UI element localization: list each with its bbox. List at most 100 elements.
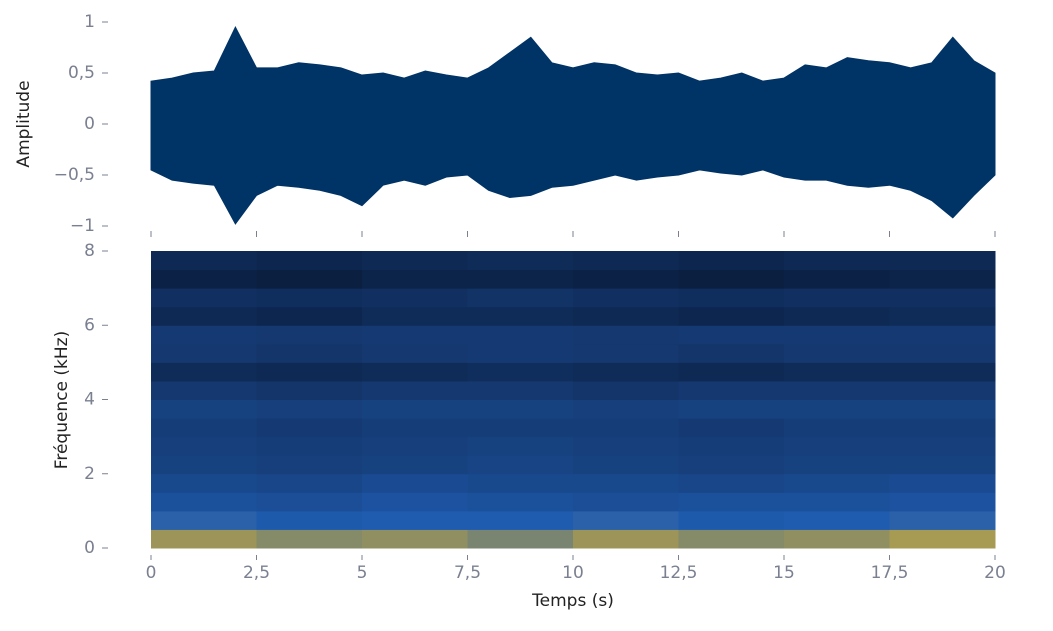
heatmap-cell bbox=[889, 288, 996, 308]
heatmap-cell bbox=[784, 529, 890, 549]
heatmap-cell bbox=[256, 418, 363, 438]
heatmap-cell bbox=[678, 510, 785, 530]
heatmap-cell bbox=[151, 473, 257, 493]
heatmap-cell bbox=[362, 473, 468, 493]
x-tick-label: 20 bbox=[984, 563, 1006, 583]
heatmap-cell bbox=[784, 325, 890, 345]
heatmap-cell bbox=[467, 492, 574, 512]
heatmap-cell bbox=[256, 325, 363, 345]
heatmap-cell bbox=[678, 269, 785, 289]
heatmap-cell bbox=[151, 399, 257, 419]
heatmap-cell bbox=[889, 251, 996, 271]
heatmap-cell bbox=[889, 325, 996, 345]
heatmap-cell bbox=[784, 306, 890, 326]
heatmap-cell bbox=[573, 362, 679, 382]
heatmap-cell bbox=[151, 269, 257, 289]
heatmap-cell bbox=[573, 306, 679, 326]
heatmap-cell bbox=[256, 288, 363, 308]
heatmap-cell bbox=[151, 510, 257, 530]
x-tick-label: 2,5 bbox=[243, 563, 270, 583]
heatmap-cell bbox=[467, 418, 574, 438]
heatmap-cell bbox=[362, 510, 468, 530]
heatmap-cell bbox=[573, 492, 679, 512]
heatmap-cell bbox=[573, 510, 679, 530]
heatmap-cell bbox=[256, 510, 363, 530]
heatmap-cell bbox=[784, 251, 890, 271]
heatmap-cell bbox=[467, 362, 574, 382]
heatmap-cell bbox=[362, 436, 468, 456]
heatmap-cell bbox=[362, 455, 468, 475]
heatmap-cell bbox=[151, 306, 257, 326]
heatmap-cell bbox=[256, 436, 363, 456]
heatmap-cell bbox=[889, 510, 996, 530]
heatmap-cell bbox=[362, 399, 468, 419]
heatmap-cell bbox=[573, 269, 679, 289]
heatmap-cell bbox=[573, 251, 679, 271]
heatmap-cell bbox=[467, 269, 574, 289]
heatmap-cell bbox=[889, 529, 996, 549]
heatmap-cell bbox=[151, 325, 257, 345]
heatmap-cell bbox=[573, 343, 679, 363]
heatmap-cell bbox=[889, 455, 996, 475]
x-tick-label: 5 bbox=[357, 563, 368, 583]
heatmap-cell bbox=[573, 288, 679, 308]
heatmap-cell bbox=[573, 455, 679, 475]
heatmap-cell bbox=[889, 380, 996, 400]
x-tick-label: 10 bbox=[562, 563, 584, 583]
heatmap-cell bbox=[784, 343, 890, 363]
heatmap-cell bbox=[678, 343, 785, 363]
heatmap-cell bbox=[151, 251, 257, 271]
heatmap-cell bbox=[151, 380, 257, 400]
heatmap-cell bbox=[256, 529, 363, 549]
heatmap-cell bbox=[467, 436, 574, 456]
x-tick-label: 15 bbox=[773, 563, 795, 583]
x-tick-label: 0 bbox=[146, 563, 157, 583]
heatmap-cell bbox=[889, 269, 996, 289]
y-tick-label: 0,5 bbox=[68, 63, 95, 83]
y-tick-label: −0,5 bbox=[54, 165, 95, 185]
y-tick-label: 1 bbox=[84, 12, 95, 32]
heatmap-cell bbox=[678, 325, 785, 345]
heatmap-cell bbox=[467, 380, 574, 400]
heatmap-cell bbox=[678, 362, 785, 382]
heatmap-cell bbox=[573, 325, 679, 345]
heatmap-cell bbox=[362, 325, 468, 345]
heatmap-cell bbox=[467, 399, 574, 419]
heatmap-cell bbox=[362, 418, 468, 438]
heatmap-cell bbox=[151, 529, 257, 549]
heatmap-cell bbox=[256, 455, 363, 475]
heatmap-cell bbox=[889, 306, 996, 326]
heatmap-cell bbox=[362, 251, 468, 271]
heatmap-cell bbox=[784, 399, 890, 419]
heatmap-cell bbox=[784, 492, 890, 512]
heatmap-cell bbox=[573, 380, 679, 400]
heatmap-cell bbox=[678, 436, 785, 456]
heatmap-cell bbox=[889, 492, 996, 512]
heatmap-cell bbox=[256, 343, 363, 363]
heatmap-cell bbox=[151, 492, 257, 512]
heatmap-cell bbox=[573, 473, 679, 493]
heatmap-cell bbox=[256, 269, 363, 289]
waveform-envelope bbox=[150, 25, 996, 125]
y-tick-label: 4 bbox=[84, 390, 95, 410]
y-tick-label: 6 bbox=[84, 315, 95, 335]
y-tick-label: 0 bbox=[84, 114, 95, 134]
x-axis-label: Temps (s) bbox=[531, 591, 614, 611]
heatmap-cell bbox=[573, 529, 679, 549]
heatmap-cell bbox=[256, 362, 363, 382]
heatmap-cell bbox=[889, 473, 996, 493]
heatmap-cell bbox=[362, 529, 468, 549]
heatmap-cell bbox=[889, 362, 996, 382]
heatmap-cell bbox=[256, 380, 363, 400]
heatmap-cell bbox=[678, 473, 785, 493]
heatmap-cell bbox=[784, 510, 890, 530]
y-axis-label: Fréquence (kHz) bbox=[52, 331, 72, 469]
heatmap-cell bbox=[784, 436, 890, 456]
heatmap-cell bbox=[151, 455, 257, 475]
y-axis-label: Amplitude bbox=[14, 80, 34, 167]
heatmap-cell bbox=[362, 362, 468, 382]
waveform-envelope bbox=[150, 123, 996, 225]
heatmap-cell bbox=[256, 251, 363, 271]
heatmap-cell bbox=[678, 455, 785, 475]
heatmap-cell bbox=[362, 380, 468, 400]
